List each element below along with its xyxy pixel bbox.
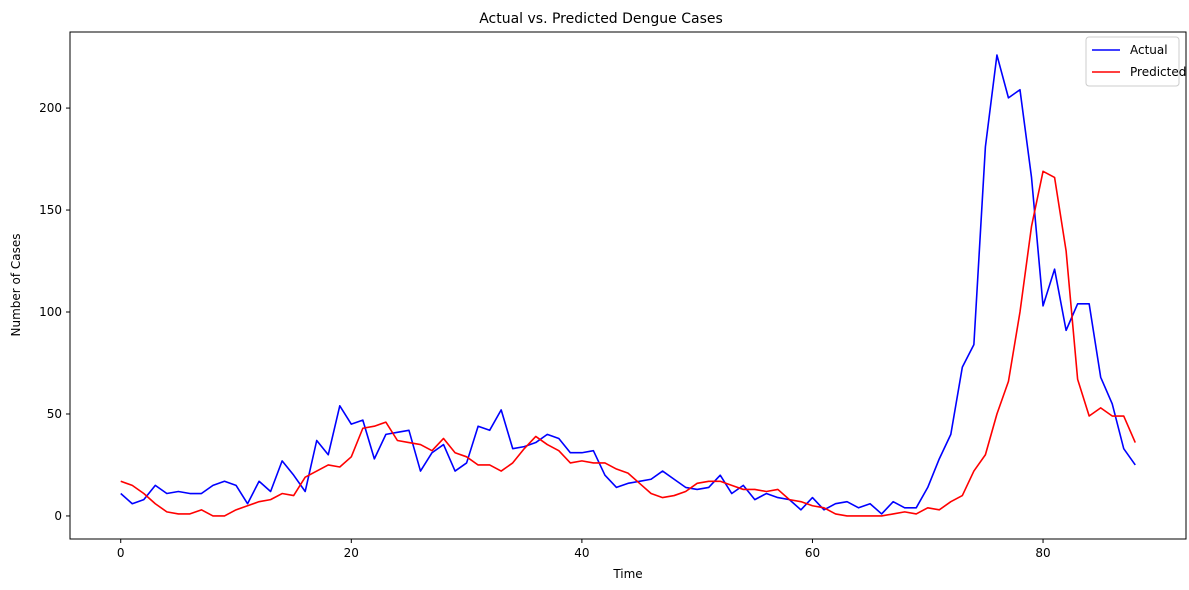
x-tick-label: 40 [574,546,589,560]
y-tick-label: 50 [47,407,62,421]
legend-label-actual: Actual [1130,43,1168,57]
y-tick-label: 100 [39,305,62,319]
legend-label-predicted: Predicted [1130,65,1186,79]
y-tick-label: 0 [54,509,62,523]
y-axis-label: Number of Cases [9,233,23,336]
x-tick-label: 0 [117,546,125,560]
x-axis: 0 20 40 60 80 [117,539,1051,560]
y-tick-label: 200 [39,101,62,115]
plot-area [69,31,1187,540]
y-axis: 0 50 100 150 200 [39,101,70,523]
legend: Actual Predicted [1085,36,1186,87]
plot-frame [69,31,1187,540]
x-tick-label: 80 [1035,546,1050,560]
series-line-predicted [120,170,1137,517]
x-tick-label: 20 [344,546,359,560]
series-line-actual [120,54,1136,515]
chart-title: Actual vs. Predicted Dengue Cases [479,11,723,27]
x-axis-label: Time [612,567,642,581]
x-tick-label: 60 [805,546,820,560]
y-tick-label: 150 [39,203,62,217]
series-layer [120,54,1137,517]
